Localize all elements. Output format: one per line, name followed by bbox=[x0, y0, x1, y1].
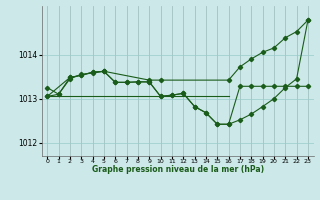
X-axis label: Graphe pression niveau de la mer (hPa): Graphe pression niveau de la mer (hPa) bbox=[92, 165, 264, 174]
